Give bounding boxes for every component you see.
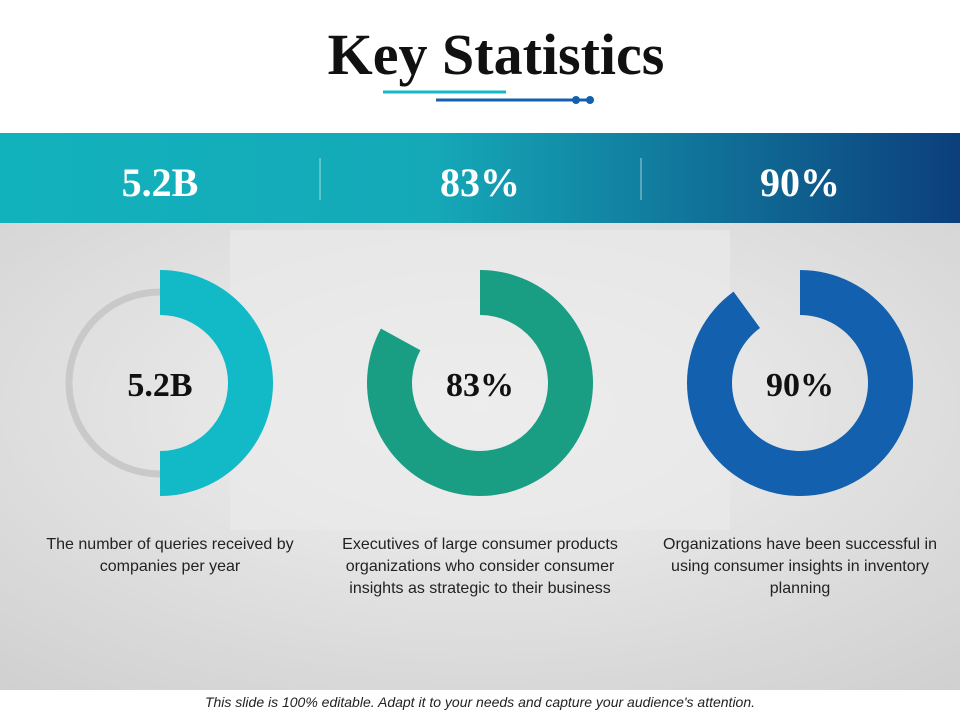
donut-value: 90%: [766, 367, 834, 404]
decor-dot: [572, 96, 580, 104]
banner-value: 83%: [440, 160, 520, 205]
description: The number of queries received by compan…: [46, 536, 294, 575]
footer: This slide is 100% editable. Adapt it to…: [204, 694, 756, 710]
donut-value: 83%: [446, 367, 514, 404]
donut-value: 5.2B: [127, 367, 192, 404]
description: Organizations have been successful in us…: [663, 536, 937, 597]
banner-value: 5.2B: [122, 160, 199, 205]
title: Key Statistics: [328, 22, 665, 87]
donut-arc: [160, 270, 273, 496]
description: Executives of large consumer products or…: [342, 536, 618, 597]
banner: [0, 133, 960, 223]
decor-dot: [586, 96, 594, 104]
donut-arc: [367, 270, 593, 497]
banner-value: 90%: [760, 160, 840, 205]
donut-arc: [686, 270, 913, 496]
